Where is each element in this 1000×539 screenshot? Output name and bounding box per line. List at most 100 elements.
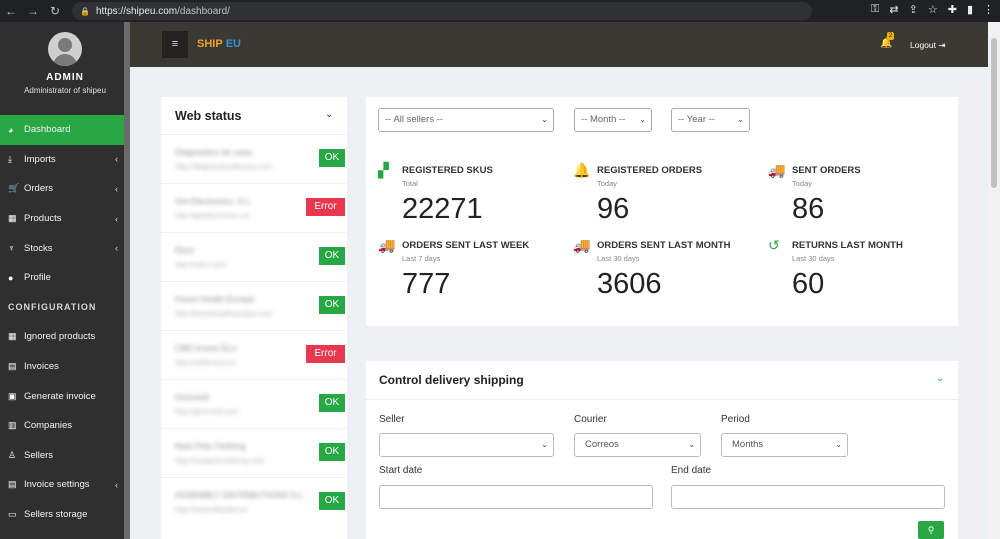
sidebar-item-courier-ipc[interactable]: ▤Courier IPC [0, 529, 124, 539]
page-scrollbar-thumb[interactable] [991, 38, 997, 188]
year-filter-select[interactable]: -- Year -- ⌄ [671, 108, 750, 132]
sidebar-item-orders[interactable]: 🛒 Orders ‹ [0, 174, 124, 204]
storage-icon: ▭ [8, 509, 17, 520]
key-icon[interactable]: ⚿ [871, 3, 880, 15]
sidebar-section-label: CONFIGURATION [8, 302, 97, 313]
user-name: ADMIN [46, 72, 84, 83]
back-icon[interactable]: ← [5, 4, 17, 18]
end-date-label: End date [671, 465, 712, 476]
stat-value: 60 [792, 268, 825, 300]
status-badge: OK [319, 394, 345, 412]
month-filter-select[interactable]: -- Month -- ⌄ [574, 108, 652, 132]
site-url: http://diagnosticodecasa.com [175, 162, 273, 171]
chevron-down-icon: ⌄ [835, 440, 842, 449]
address-bar[interactable]: 🔒 https://shipeu.com/dashboard/ [72, 2, 812, 20]
bell-icon: 🔔 [573, 162, 591, 178]
page-scrollbar[interactable] [988, 22, 1000, 539]
star-icon[interactable]: ☆ [927, 4, 938, 16]
site-url: http://gimmedi.com [175, 407, 239, 416]
sidebar-item-imports[interactable]: ⤓ Imports ‹ [0, 145, 124, 175]
courier-select[interactable]: Correos ⌄ [574, 433, 701, 457]
stat-value: 86 [792, 193, 825, 225]
sidebar-item-stocks[interactable]: ♆ Stocks ‹ [0, 233, 124, 263]
chevron-down-icon: ⌄ [541, 440, 548, 449]
sidebar-item-invoices[interactable]: ▤ Invoices [0, 352, 124, 382]
sidebar-item-label: Dashboard [24, 124, 71, 136]
sidebar: ADMIN Administrator of shipeu ◕ Dashboard… [0, 22, 130, 539]
end-date-input[interactable] [671, 485, 945, 509]
site-name: Nast Pets Clothing [175, 441, 246, 451]
cubes-icon: ▦ [8, 213, 17, 224]
status-badge: OK [319, 247, 345, 265]
url-host: https://shipeu.com [95, 5, 178, 17]
status-badge: OK [319, 296, 345, 314]
period-label: Period [721, 414, 750, 425]
site-url: http://homehealtheurope.com [175, 309, 273, 318]
stat-sublabel: Today [597, 179, 618, 188]
notification-badge: 2 [887, 32, 895, 40]
control-delivery-title: Control delivery shipping [379, 373, 524, 387]
sidebar-item-label: Sellers [24, 449, 54, 461]
sidepanel-icon[interactable]: ▮ [966, 4, 973, 16]
sidebar-item-products[interactable]: ▦ Products ‹ [0, 204, 124, 234]
seller-select[interactable]: ⌄ [379, 433, 554, 457]
divider [366, 399, 958, 400]
sidebar-item-sellers[interactable]: ♙ Sellers [0, 441, 124, 471]
sidebar-item-profile[interactable]: ● Profile [0, 263, 124, 293]
site-url: http://getelectronics.es [175, 211, 251, 220]
status-badge: Error [306, 345, 345, 363]
start-date-input[interactable] [379, 485, 653, 509]
sidebar-item-label: Sellers storage [24, 509, 88, 521]
reload-icon[interactable]: ↻ [49, 4, 61, 18]
chevron-down-icon: ⌄ [541, 115, 548, 124]
status-badge: Error [306, 198, 345, 216]
hamburger-menu-button[interactable]: ≡ [162, 31, 188, 58]
start-date-label: Start date [379, 465, 423, 476]
lock-icon: 🔒 [80, 6, 90, 16]
sidebar-item-dashboard[interactable]: ◕ Dashboard [0, 115, 124, 145]
chevron-down-icon[interactable]: ⌄ [936, 373, 945, 384]
sidebar-section-header: CONFIGURATION [0, 293, 124, 323]
sidebar-scrollbar[interactable] [124, 22, 130, 539]
chevron-left-icon: ‹ [115, 213, 118, 224]
site-name: Gimmedi [175, 392, 210, 402]
site-name: ASSEMBLY DISTRIBUTIONS S.L. [175, 490, 306, 500]
kebab-menu-icon[interactable]: ⋮ [983, 4, 994, 16]
cubes-icon: ▦ [8, 331, 17, 342]
sidebar-item-generate-invoice[interactable]: ▣ Generate invoice [0, 381, 124, 411]
sidebar-item-sellers-storage[interactable]: ▭ Sellers storage [0, 500, 124, 530]
forward-icon[interactable]: → [27, 4, 39, 18]
chevron-left-icon: ‹ [115, 243, 118, 254]
period-select-value: Months [732, 439, 764, 450]
extensions-icon[interactable]: ✚ [947, 4, 957, 16]
truck-icon: 🚚 [378, 237, 396, 253]
share-icon[interactable]: ⇪ [908, 4, 918, 16]
web-status-row: Get Electronics, S.L. http://getelectroni… [161, 183, 347, 232]
chevron-left-icon: ‹ [115, 154, 118, 165]
notifications-button[interactable]: 🔔 2 [880, 32, 895, 49]
search-button[interactable]: ⚲ [918, 521, 944, 539]
sidebar-item-invoice-settings[interactable]: ▤ Invoice settings ‹ [0, 470, 124, 500]
period-select[interactable]: Months ⌄ [721, 433, 848, 457]
stat-value: 22271 [402, 193, 483, 225]
stat-sublabel: Last 30 days [792, 254, 835, 263]
brand-logo[interactable]: SHIP EU [197, 38, 241, 50]
trophy-icon: ♆ [8, 243, 15, 254]
courier-label: Courier [574, 414, 607, 425]
control-delivery-panel: Control delivery shipping ⌄ Seller ⌄ Cou… [366, 361, 958, 539]
sidebar-item-companies[interactable]: ▥ Companies [0, 411, 124, 441]
sidebar-item-label: Companies [24, 420, 73, 432]
logout-button[interactable]: Logout ⇥ [910, 40, 946, 51]
translate-icon[interactable]: ⇄ [889, 4, 899, 16]
stat-value: 96 [597, 193, 630, 225]
stat-label: ORDERS SENT LAST WEEK [402, 240, 530, 251]
undo-icon: ↺ [768, 237, 780, 253]
seller-filter-select[interactable]: -- All sellers -- ⌄ [378, 108, 554, 132]
seller-label: Seller [379, 414, 405, 425]
sidebar-item-label: Ignored products [24, 331, 96, 343]
chevron-down-icon[interactable]: ⌄ [325, 109, 334, 120]
bell-icon: 🔔 [880, 38, 893, 49]
sidebar-item-ignored-products[interactable]: ▦ Ignored products [0, 322, 124, 352]
month-filter-value: -- Month -- [581, 114, 626, 125]
avatar[interactable] [48, 32, 82, 66]
